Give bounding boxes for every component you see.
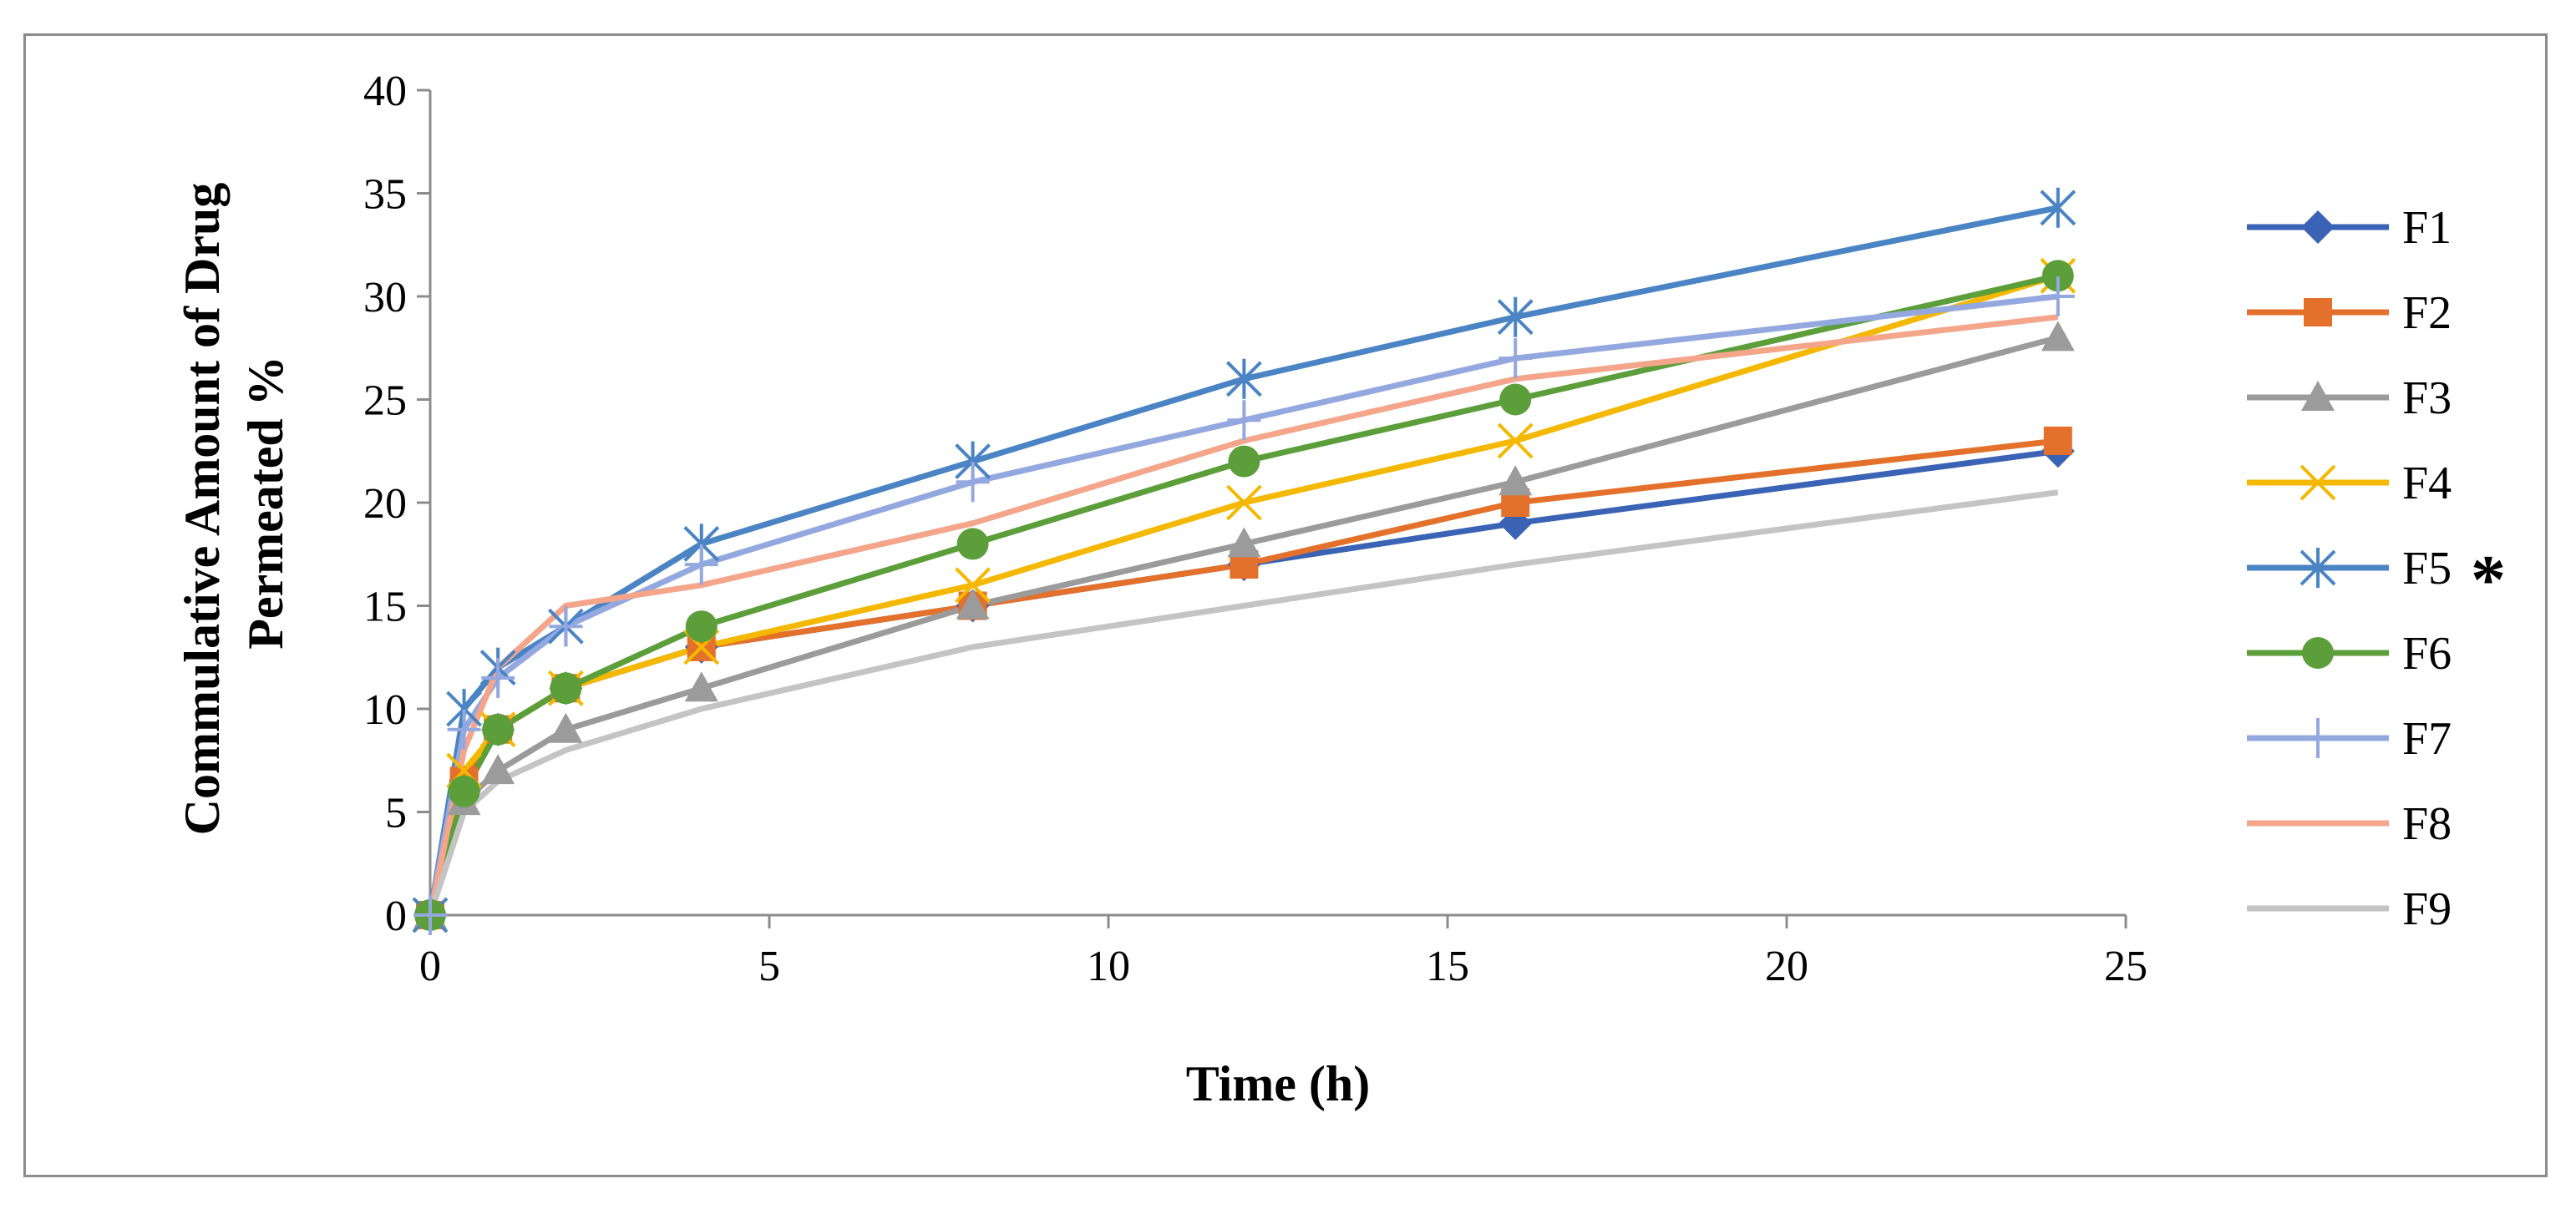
data-point-f6 (1499, 383, 1532, 416)
x-tick-label: 0 (419, 943, 441, 990)
legend-label-f9: F9 (2402, 883, 2452, 935)
legend-label-f3: F3 (2402, 372, 2452, 424)
data-point-f4 (955, 567, 991, 604)
y-ticks: 0 5 10 15 20 25 30 35 40 (363, 68, 430, 940)
data-point-f3 (1498, 465, 1533, 496)
data-point-f5 (1225, 358, 1262, 399)
y-axis-title-line-1: Commulative Amount of Drug (175, 183, 230, 836)
x-tick-label: 20 (1765, 943, 1808, 990)
legend-label-f2: F2 (2402, 287, 2452, 339)
data-point-f5 (1497, 296, 1534, 337)
y-tick-label: 5 (385, 790, 407, 837)
data-point-f7 (413, 895, 447, 935)
legend-marker-f4 (2300, 464, 2336, 501)
data-point-f7 (1227, 400, 1261, 441)
chart-frame (23, 33, 2548, 1177)
data-point-f7 (684, 544, 718, 585)
data-point-f6 (550, 672, 582, 705)
y-tick-label: 10 (363, 686, 407, 734)
x-ticks: 0 5 10 15 20 25 (419, 915, 2148, 990)
legend-label-f4: F4 (2402, 458, 2452, 509)
x-tick-label: 25 (2104, 943, 2148, 990)
data-point-f7 (956, 462, 990, 503)
legend-marker-f5 (2300, 548, 2336, 588)
legend-marker-f3 (2301, 381, 2335, 411)
y-tick-label: 35 (363, 171, 407, 219)
x-tick-label: 15 (1426, 943, 1469, 990)
legend-marker-f7 (2301, 718, 2335, 758)
y-tick-label: 15 (363, 584, 407, 631)
data-point-f6 (448, 775, 480, 807)
data-point-f6 (956, 528, 989, 560)
data-point-f6 (2041, 260, 2074, 292)
data-point-f2 (2043, 426, 2072, 455)
data-point-f7 (1498, 338, 1533, 379)
x-tick-label: 10 (1087, 943, 1130, 990)
data-point-f5 (2040, 187, 2077, 228)
significance-asterisk: * (2471, 541, 2506, 619)
series-markers (412, 187, 2077, 935)
x-axis-title: Time (h) (1186, 1056, 1371, 1111)
legend-label-f6: F6 (2402, 628, 2452, 680)
series-line-f1 (427, 448, 2059, 916)
data-point-f4 (1497, 422, 1534, 459)
y-tick-label: 0 (385, 893, 407, 940)
y-tick-label: 30 (363, 274, 407, 321)
y-tick-label: 20 (363, 480, 407, 528)
y-axis-title-line-2: Permeated % (238, 356, 293, 650)
y-tick-label: 25 (363, 377, 407, 425)
data-point-f3 (956, 589, 990, 620)
legend-label-f5: F5 (2402, 543, 2452, 594)
series-line-f8 (427, 314, 2059, 916)
y-tick-label: 40 (363, 68, 407, 115)
data-point-f3 (1227, 527, 1261, 558)
data-point-f3 (684, 671, 718, 702)
data-point-f6 (1228, 445, 1260, 478)
legend-marker-f6 (2302, 637, 2334, 669)
data-point-f3 (2041, 321, 2075, 352)
legend-marker-f2 (2304, 298, 2332, 326)
data-point-f4 (1225, 484, 1262, 521)
legend: F1 F2 F3 F4 F5 F6 F7 F8 F9 (2247, 202, 2452, 935)
legend-label-f8: F8 (2402, 798, 2452, 850)
series-line-f2 (427, 438, 2059, 916)
data-point-f7 (549, 606, 583, 647)
data-point-f6 (685, 610, 718, 643)
x-tick-label: 5 (758, 943, 780, 990)
legend-marker-f1 (2301, 210, 2335, 244)
data-point-f7 (2041, 276, 2075, 316)
legend-label-f7: F7 (2402, 713, 2452, 765)
data-point-f3 (549, 712, 583, 743)
plot-area: 0 5 10 15 20 25 30 35 40 0 5 10 15 20 25 (363, 68, 2148, 990)
legend-label-f1: F1 (2402, 202, 2452, 254)
y-axis-title: Commulative Amount of Drug Permeated % (175, 170, 293, 836)
data-point-f7 (481, 657, 515, 698)
data-point-f6 (482, 713, 515, 746)
data-point-f3 (481, 754, 515, 785)
data-point-f7 (447, 709, 481, 750)
